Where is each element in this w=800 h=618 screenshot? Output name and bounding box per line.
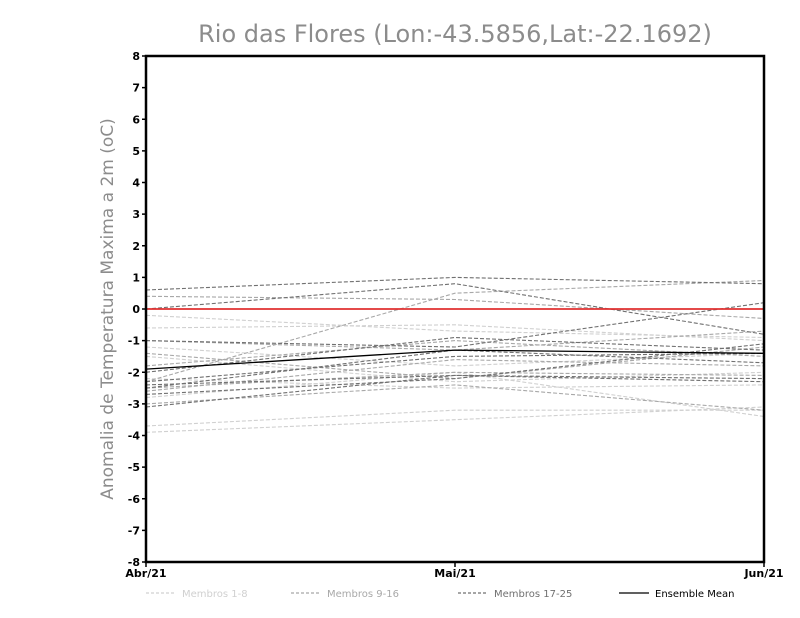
series-line-membro-1	[145, 409, 764, 427]
x-tick-label: Mai/21	[434, 567, 475, 580]
series-line-membro-12	[145, 346, 765, 380]
series-line-membro-15	[145, 340, 765, 367]
y-tick-label: 8	[132, 50, 140, 63]
x-tick-label: Jun/21	[743, 567, 783, 580]
legend-label: Membros 1-8	[182, 589, 248, 600]
series-line-membro-16	[145, 359, 765, 392]
y-tick-label: -4	[128, 430, 141, 443]
y-tick-label: 5	[132, 145, 140, 158]
series-line-membro-10	[145, 384, 765, 411]
series-line-membro-25	[145, 374, 765, 408]
chart-title: Rio das Flores (Lon:-43.5856,Lat:-22.169…	[198, 20, 712, 48]
y-tick-label: 6	[132, 113, 140, 126]
series-line-membro-17	[145, 276, 765, 291]
series-line-membro-20	[145, 374, 765, 386]
series-line-membro-3	[145, 324, 765, 342]
series-line-ensemble-mean	[145, 349, 765, 370]
y-tick-label: -2	[128, 366, 140, 379]
series-line-membro-19	[145, 352, 765, 383]
series-line-membro-21	[145, 343, 765, 395]
series-line-membro-14	[145, 371, 765, 389]
y-tick-label: -7	[128, 524, 140, 537]
series-line-membro-23	[145, 349, 765, 389]
y-tick-label: -6	[128, 493, 141, 506]
series-line-membro-24	[145, 336, 765, 373]
legend-label: Membros 17-25	[494, 589, 572, 600]
legend-label: Membros 9-16	[327, 589, 399, 600]
series-line-membro-4	[145, 346, 765, 367]
series-line-membro-9	[145, 279, 765, 383]
y-tick-label: -5	[128, 461, 140, 474]
y-tick-label: 3	[132, 208, 140, 221]
y-tick-label: 7	[132, 82, 140, 95]
y-tick-label: 1	[132, 271, 140, 284]
y-tick-label: -3	[128, 398, 140, 411]
x-tick-label: Abr/21	[125, 567, 166, 580]
y-tick-label: 2	[132, 240, 140, 253]
legend-label: Ensemble Mean	[655, 589, 734, 600]
y-tick-label: 0	[132, 303, 140, 316]
series-line-membro-2	[145, 406, 765, 433]
y-tick-label: 4	[132, 177, 140, 190]
y-tick-label: -1	[128, 335, 140, 348]
legend: Membros 1-8 Membros 9-16 Membros 17-25 Ense…	[146, 589, 734, 600]
y-axis-label: Anomalia de Temperatura Maxima a 2m (oC)	[98, 118, 118, 500]
series-line-membro-7	[145, 314, 765, 339]
series-line-membro-22	[145, 302, 765, 348]
series-line-membro-5	[145, 355, 765, 383]
y-tick-label: -8	[128, 556, 140, 569]
series-line-membro-13	[145, 295, 765, 320]
